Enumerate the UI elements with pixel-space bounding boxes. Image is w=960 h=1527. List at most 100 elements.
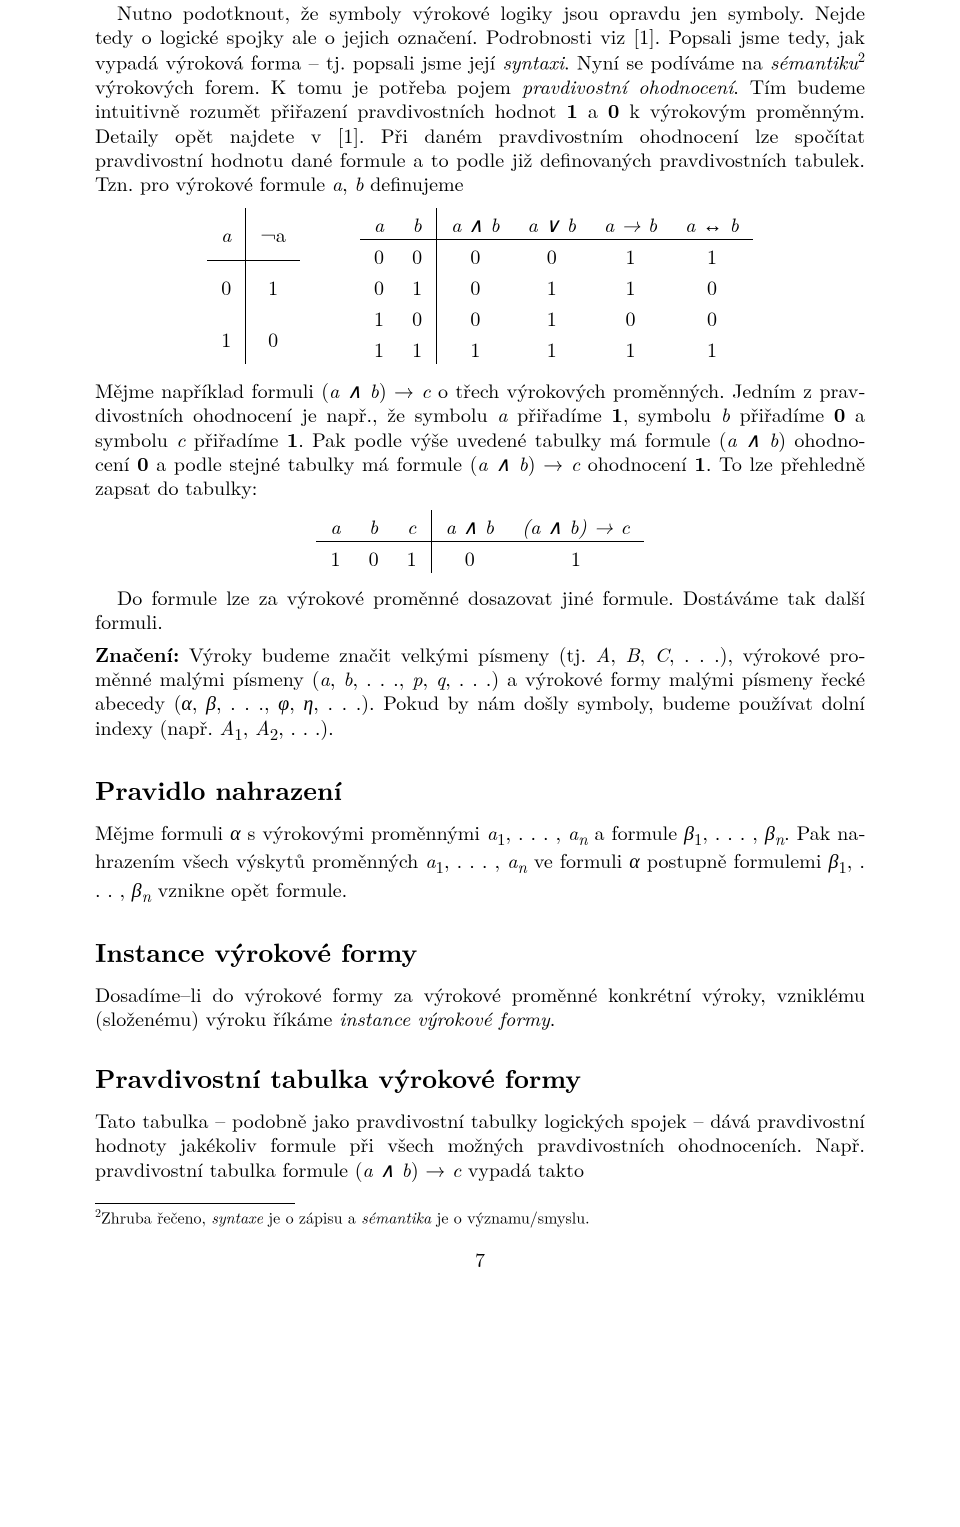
cell: 0 (246, 312, 300, 363)
text: , . . . , (702, 817, 765, 846)
paragraph-5: Mějme formuli α s výrokovými proměnnými … (95, 820, 865, 905)
cell: 0 (431, 541, 508, 573)
cell: 0 (671, 271, 753, 302)
cell: 0 (671, 302, 753, 333)
paragraph-3: Do formule lze za výrokové proměnné dosa… (95, 585, 865, 634)
cell: 1 (393, 541, 432, 573)
text: Zhruba řečeno, (101, 1205, 211, 1228)
cell: 0 (398, 239, 437, 271)
cell: 1 (508, 541, 644, 573)
cell: 1 (514, 333, 590, 364)
sub: 1 (436, 854, 444, 878)
cell: 1 (246, 260, 300, 312)
text: ) → (528, 448, 571, 477)
col-a: a (374, 209, 384, 238)
var: α (629, 845, 640, 874)
var-c: c (452, 1154, 461, 1183)
footnote-mark: 2 (858, 47, 865, 67)
cell: 0 (360, 239, 398, 271)
cell: 1 (514, 302, 590, 333)
example-table: a b c a ∧ b (a ∧ b) → c 1 0 1 0 1 (316, 510, 643, 573)
var-c: c (571, 448, 580, 477)
text: , (243, 712, 255, 741)
col-and: a ∧ b (451, 209, 499, 238)
col-iff: a ↔ b (685, 209, 739, 238)
text: ve formuli (527, 845, 629, 874)
text: ) → (411, 1154, 452, 1183)
var: β (765, 817, 775, 846)
cell: 1 (671, 333, 753, 364)
cell: 0 (590, 302, 671, 333)
var: β (828, 845, 838, 874)
col-neg-a: ¬a (260, 219, 286, 248)
cell: 0 (207, 260, 246, 312)
text: postupně formulemi (640, 845, 829, 874)
text: a formule (588, 817, 684, 846)
cell: 1 (671, 239, 753, 271)
cell: 0 (360, 271, 398, 302)
negation-table: a ¬a 0 1 1 0 (207, 208, 300, 364)
col-a: a (330, 511, 340, 540)
page-number: 7 (95, 1244, 865, 1273)
cell: 1 (207, 312, 246, 363)
cell: 1 (590, 333, 671, 364)
sub: n (142, 883, 151, 907)
cell: 0 (398, 302, 437, 333)
text: , . . . , (444, 845, 507, 874)
cell: 1 (590, 271, 671, 302)
sub: n (517, 854, 526, 878)
paragraph-1: Nutno podotknout, že symboly výrokové lo… (95, 0, 865, 196)
sub: 2 (270, 721, 278, 745)
cell: 1 (360, 333, 398, 364)
col-and: a ∧ b (446, 511, 494, 540)
col-imp: (a ∧ b) → c (522, 511, 630, 540)
truth-tables-row: a ¬a 0 1 1 0 a b a ∧ b a ∨ b a → b a ↔ b (95, 208, 865, 364)
text: je o zápisu a (263, 1205, 361, 1228)
col-b: b (369, 511, 378, 540)
text: ohodnocení (580, 448, 694, 477)
text: s výrokovými proměnnými (241, 817, 487, 846)
cell: 0 (437, 239, 514, 271)
footnote-2: 2Zhruba řečeno, syntaxe je o zápisu a sé… (95, 1206, 865, 1227)
text: vznikne opět formule. (151, 874, 347, 903)
col-or: a ∨ b (528, 209, 576, 238)
var: a (507, 845, 517, 874)
text-italic: instance výrokové formy (339, 1003, 550, 1032)
section-instance: Instance výrokové formy (95, 933, 865, 970)
cell: 1 (514, 271, 590, 302)
col-b: b (413, 209, 422, 238)
text: . (550, 1003, 556, 1032)
cell: 0 (514, 239, 590, 271)
text: , . . .). (278, 712, 334, 741)
val: 1 (694, 448, 706, 477)
cell: 1 (398, 271, 437, 302)
sub: 1 (234, 721, 242, 745)
text: Mějme formuli (95, 817, 230, 846)
cell: 0 (437, 271, 514, 302)
footnote-rule (95, 1203, 295, 1204)
var: β (684, 817, 694, 846)
cell: 1 (316, 541, 354, 573)
text: , . . . , (505, 817, 568, 846)
cell: 0 (437, 302, 514, 333)
var: a (425, 845, 435, 874)
var-a: a (332, 168, 342, 197)
var: a (568, 817, 578, 846)
cell: 1 (398, 333, 437, 364)
section-truth-table: Pravdivostní tabulka výrokové formy (95, 1059, 865, 1096)
example-table-block: a b c a ∧ b (a ∧ b) → c 1 0 1 0 1 (95, 510, 865, 573)
text: , (342, 168, 354, 197)
col-a: a (221, 219, 231, 248)
paragraph-4: Značení: Výroky budeme značit velkými pí… (95, 642, 865, 744)
var: A (255, 712, 270, 741)
text: je o významu/smyslu. (431, 1205, 589, 1228)
text-italic: sémantika (361, 1205, 431, 1228)
connectives-table: a b a ∧ b a ∨ b a → b a ↔ b 0 0 0 0 1 1 … (360, 208, 753, 364)
sub: 1 (838, 854, 846, 878)
paragraph-2: Mějme například formuli (a ∧ b) → c o tř… (95, 378, 865, 500)
cell: 1 (437, 333, 514, 364)
var: β (132, 874, 142, 903)
section-replacement-rule: Pravidlo nahrazení (95, 771, 865, 808)
text: definujeme (364, 168, 464, 197)
col-imp: a → b (604, 209, 657, 238)
